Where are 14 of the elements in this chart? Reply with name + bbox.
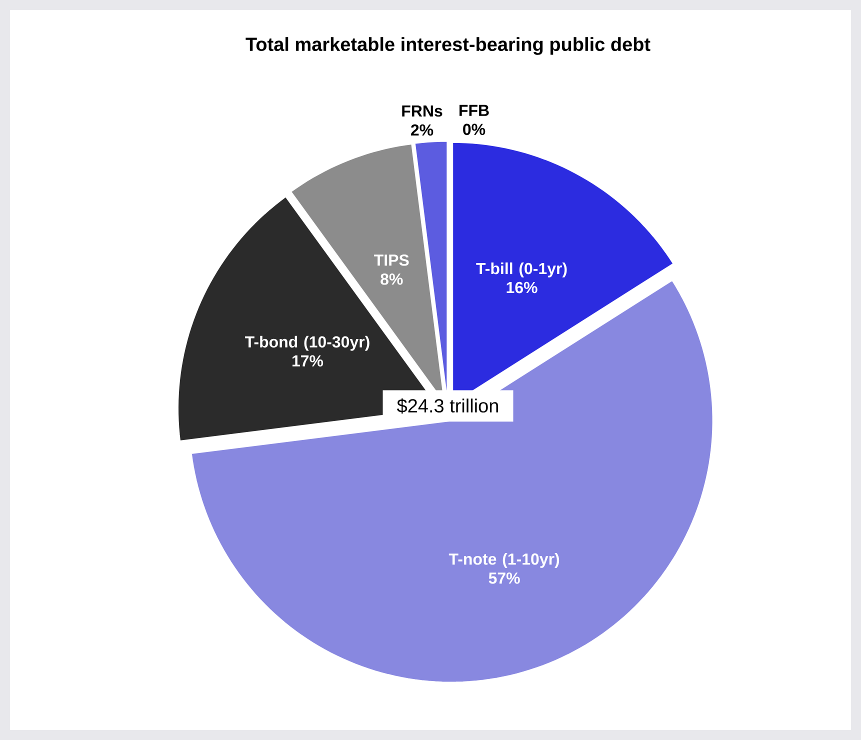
slice-label: T-note (1-10yr) xyxy=(448,552,560,568)
data-label: 8% xyxy=(380,273,403,285)
slice-label: FRNs xyxy=(402,106,442,117)
data-label: 17% xyxy=(292,355,324,367)
data-label: 2% xyxy=(410,124,434,136)
slice-label: T-bond (10-30yr) xyxy=(244,336,370,351)
chart-title: Total marketable interest-bearing public debt xyxy=(246,37,650,55)
slice-label: TIPS xyxy=(374,254,409,266)
category-label: FFB xyxy=(460,104,489,116)
data-label: 57% xyxy=(488,572,520,584)
slice-label: T-bill (0-1yr) xyxy=(476,262,567,278)
data-label: 16% xyxy=(506,282,538,294)
text: $24.3 trillion xyxy=(396,398,498,414)
text: 0% xyxy=(463,124,486,136)
